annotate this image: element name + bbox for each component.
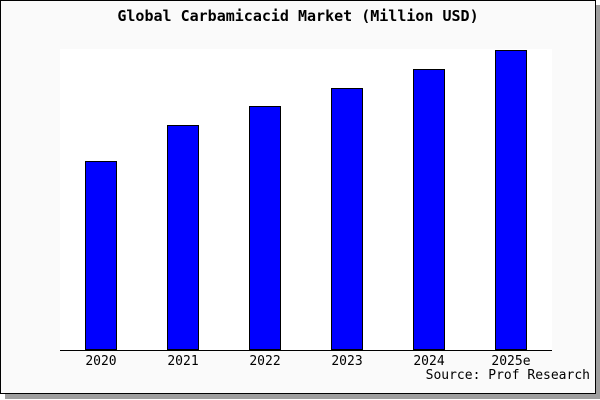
x-tick-label-2021: 2021 [167,354,199,369]
plot-area [60,49,552,351]
x-tick-label-2020: 2020 [85,354,117,369]
bar-2023 [331,88,363,350]
x-axis: 2020 2021 2022 2023 2024 2025e [60,354,552,370]
chart-title: Global Carbamicacid Market (Million USD) [117,7,479,25]
x-tick-label-2025e: 2025e [491,354,531,369]
source-note: Source: Prof Research [425,368,590,383]
bar-2021 [167,125,199,350]
bar-2024 [413,69,445,350]
x-tick-label-2022: 2022 [249,354,281,369]
chart-card: Global Carbamicacid Market (Million USD)… [0,0,596,394]
bar-2020 [84,161,117,350]
x-tick-label-2023: 2023 [331,354,363,369]
bar-2025e [494,50,527,350]
x-tick-label-2024: 2024 [413,354,445,369]
bar-2022 [249,106,281,350]
